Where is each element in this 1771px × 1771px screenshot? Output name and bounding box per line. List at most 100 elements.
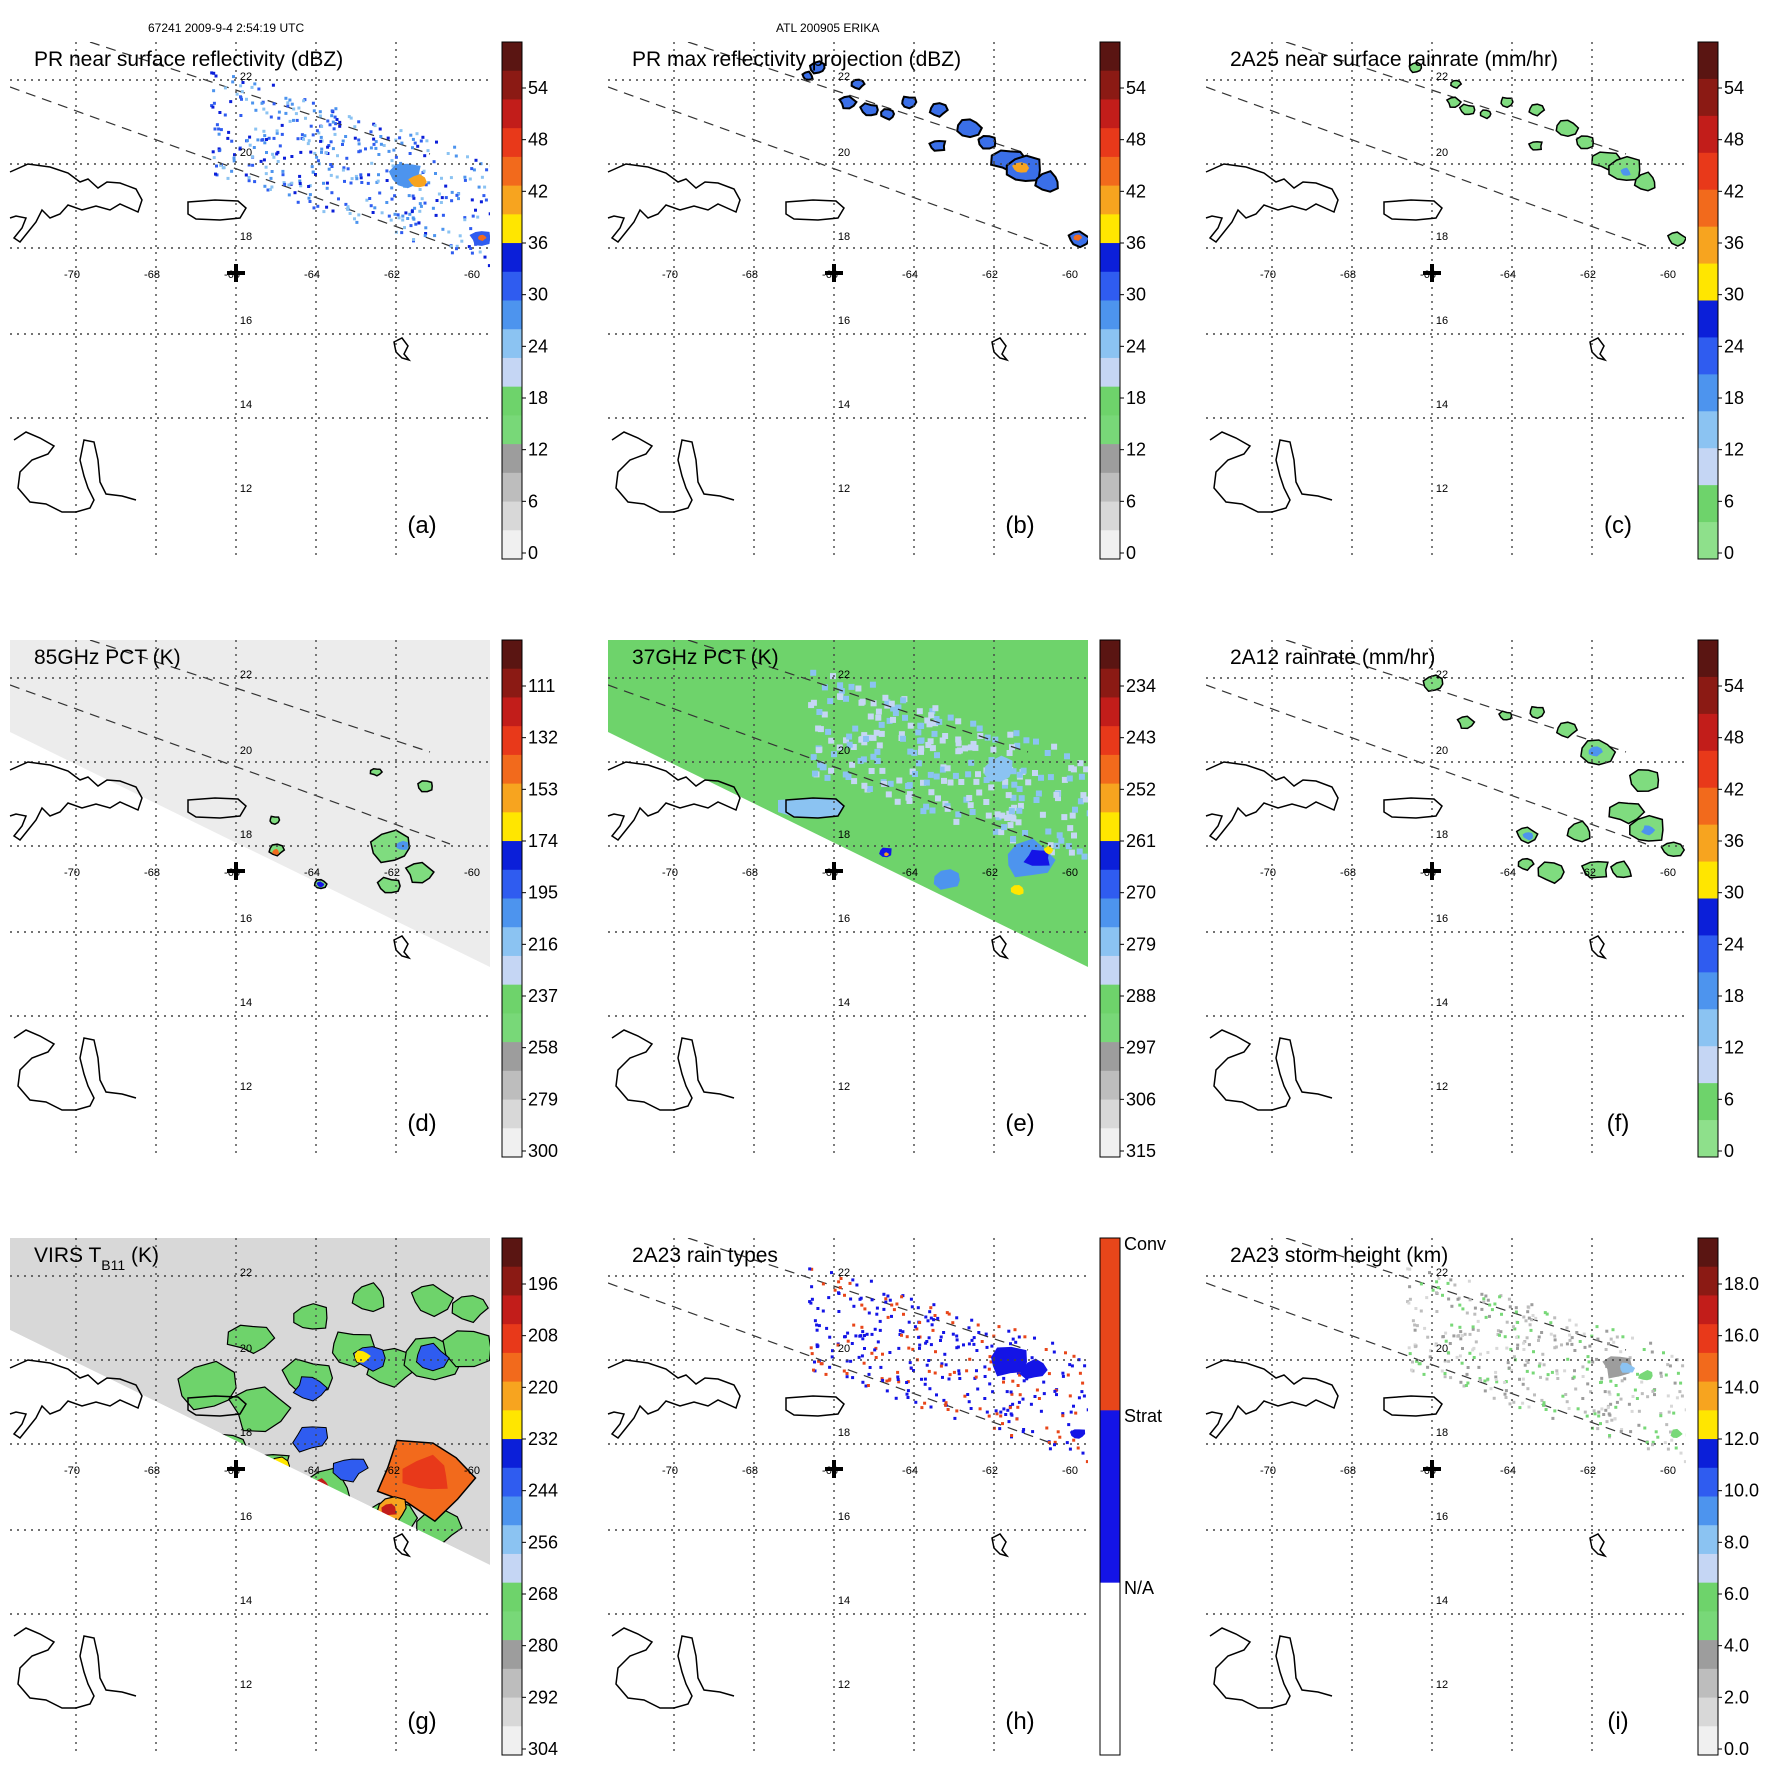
rain-pixel [398,136,402,140]
rain-pixel [278,144,282,148]
rain-pixel [1666,1363,1670,1367]
colorbar-swatch [1698,898,1718,936]
rain-pixel [1581,1375,1585,1378]
rain-pixel [878,721,885,728]
rain-pixel [1005,792,1012,799]
lon-tick-label: -70 [64,867,80,879]
rain-pixel [1002,778,1009,785]
rain-pixel [810,1285,814,1289]
rain-pixel [816,709,823,715]
rain-pixel [1505,1320,1509,1324]
echo-cell [1555,721,1579,739]
rain-pixel [378,127,382,131]
colorbar-swatch [502,300,522,330]
rain-pixel [1460,1361,1464,1365]
rain-pixel [1531,1314,1535,1317]
rain-pixel [1521,1382,1525,1386]
rain-pixel [1581,1365,1585,1369]
echo-cell [1458,103,1476,116]
colorbar-tick-label: 48 [528,130,548,150]
rain-pixel [1495,1380,1499,1384]
rain-pixel [1540,1331,1544,1334]
colorbar-swatch [1698,640,1718,678]
rain-pixel [1010,794,1017,801]
rain-pixel [1563,1369,1567,1373]
rain-pixel [1072,1404,1075,1408]
rain-pixel [999,1414,1003,1418]
echo-cell [1479,109,1492,120]
rain-pixel [923,1401,927,1405]
rain-pixel [867,713,874,720]
rain-pixel [992,736,999,743]
rain-pixel [873,1348,877,1352]
rain-pixel [325,186,329,190]
rain-pixel [247,176,251,179]
rain-pixel [307,185,311,188]
rain-pixel [962,1343,965,1347]
colorbar-tick-label: 42 [528,181,548,201]
rain-pixel [1565,1342,1569,1346]
rain-pixel [440,176,443,180]
rain-pixel [212,89,216,93]
rain-pixel [290,155,294,158]
rain-pixel [885,791,892,798]
rain-pixel [412,238,416,241]
field-pr_green [1206,42,1686,247]
rain-pixel [879,1365,883,1369]
echo-cell [884,852,889,857]
lon-tick-label: -62 [384,867,400,879]
rain-pixel [1542,1363,1546,1367]
echo-cell [838,95,858,110]
echo-cell [1575,135,1594,150]
rain-pixel [233,153,236,157]
lon-tick-label: -60 [1660,269,1676,281]
colorbar-frame [1099,41,1121,560]
rain-pixel [420,197,424,201]
rain-pixel [860,1354,864,1358]
rain-pixel [824,1372,828,1376]
rain-pixel [970,740,977,747]
rain-pixel [1526,1387,1530,1391]
rain-pixel [315,155,319,159]
rain-pixel [874,758,881,764]
rain-pixel [427,181,431,185]
colorbar-swatch [1698,1120,1718,1158]
rain-pixel [988,757,995,764]
rain-pixel [962,745,968,752]
rain-pixel [1523,1363,1527,1367]
rain-pixel [942,1331,946,1334]
rain-pixel [424,226,428,230]
rain-pixel [915,1327,919,1331]
rain-pixel [1052,1350,1056,1354]
rain-pixel [942,733,949,739]
lon-tick-label: -68 [742,269,758,281]
lat-tick-label: 12 [838,1679,850,1691]
rain-pixel [294,112,298,116]
colorbar-tick-label: 36 [528,233,548,253]
rain-pixel [1650,1350,1654,1354]
echo-cell [1456,715,1476,730]
rain-pixel [953,818,960,825]
rain-pixel [955,1409,959,1413]
colorbar-tick-label: 30 [1724,883,1744,903]
colorbar-swatch [1698,972,1718,1010]
lon-tick-label: -60 [464,867,480,879]
echo-cell [808,60,826,75]
rain-pixel [849,1359,853,1363]
rain-pixel [1542,1403,1545,1407]
rain-pixel [943,1352,947,1356]
rain-pixel [886,1315,890,1319]
rain-pixel [410,210,414,214]
storm-center-marker [825,1460,843,1478]
rain-pixel [898,1329,902,1333]
rain-pixel [357,142,361,146]
rain-pixel [265,151,268,154]
rain-pixel [331,120,335,124]
rain-pixel [864,1384,868,1388]
rain-pixel [1599,1422,1602,1426]
rain-pixel [928,1387,932,1391]
rain-pixel [1047,1372,1051,1376]
rain-pixel [1527,1343,1531,1347]
